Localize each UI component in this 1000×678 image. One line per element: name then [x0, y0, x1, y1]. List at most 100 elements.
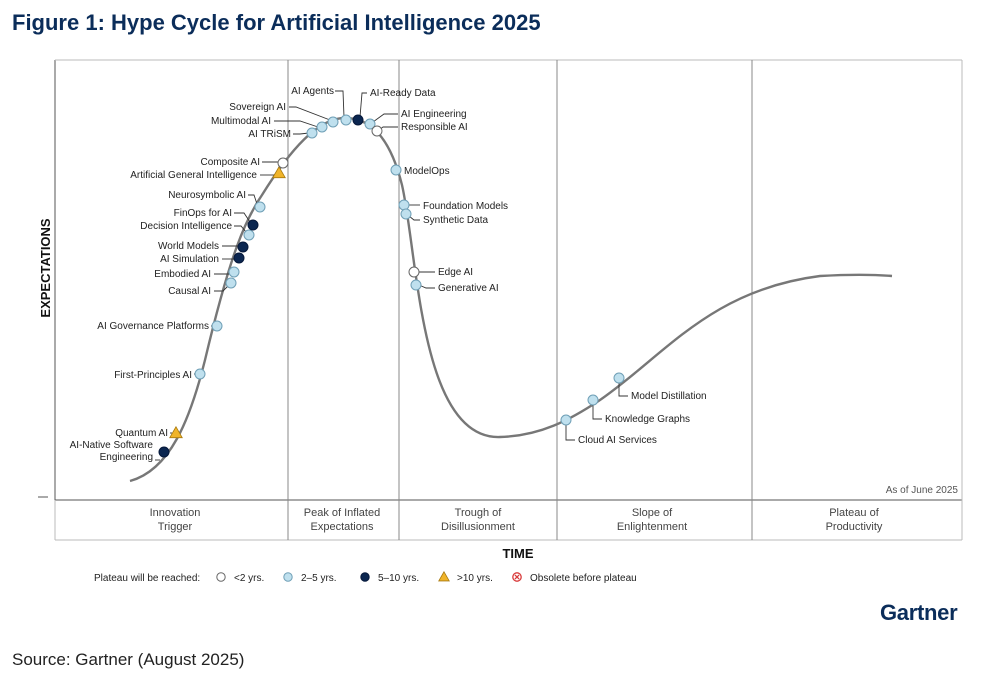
technology-item: AI Agents — [291, 86, 352, 126]
technology-label: AI Governance Platforms — [97, 321, 209, 332]
leader-line — [618, 381, 628, 397]
marker-2to5-circle — [400, 208, 412, 220]
legend-item: 5–10 yrs. — [360, 572, 419, 584]
technology-label: Knowledge Graphs — [605, 414, 690, 425]
technology-label: First-Principles AI — [114, 370, 192, 381]
technology-label: AI TRiSM — [248, 129, 291, 140]
phase-label-line2: Productivity — [826, 521, 883, 533]
marker-2to5-circle — [613, 372, 625, 384]
technology-item: Edge AI — [408, 266, 473, 278]
leader-line — [248, 194, 258, 205]
figure-title: Figure 1: Hype Cycle for Artificial Inte… — [12, 10, 541, 35]
technology-label: Multimodal AI — [211, 116, 271, 127]
technology-label: Decision Intelligence — [140, 221, 232, 232]
technology-label: Responsible AI — [401, 122, 468, 133]
legend-label: >10 yrs. — [457, 573, 493, 584]
leader-line — [274, 120, 319, 128]
technology-item: Model Distillation — [613, 372, 707, 402]
marker-2to5-circle — [228, 266, 240, 278]
technology-item: AI Engineering — [364, 109, 467, 130]
technology-label: Composite AI — [201, 157, 260, 168]
source-note: Source: Gartner (August 2025) — [12, 650, 245, 669]
technology-label: Sovereign AI — [229, 102, 286, 113]
legend: Plateau will be reached: <2 yrs. 2–5 yrs.… — [94, 570, 637, 584]
marker-gt10-triangle — [272, 165, 286, 179]
marker-2to5-circle — [390, 164, 402, 176]
marker-gt10-triangle — [169, 425, 183, 439]
phase-label-line1: Slope of — [632, 507, 673, 519]
legend-item: <2 yrs. — [216, 572, 264, 584]
marker-5to10-circle — [158, 446, 170, 458]
technology-item: World Models — [158, 241, 249, 253]
gartner-logo: Gartner — [880, 600, 958, 625]
technology-label-line2: Engineering — [100, 452, 153, 463]
technology-item: Sovereign AI — [229, 102, 339, 128]
leader-line — [408, 215, 420, 221]
technology-item: ModelOps — [390, 164, 450, 177]
legend-item: Obsolete before plateau — [512, 572, 637, 584]
technology-item: Neurosymbolic AI — [168, 190, 266, 213]
leader-line — [234, 212, 251, 223]
marker-lt2-circle — [216, 572, 226, 582]
phase-label-line1: Peak of Inflated — [304, 507, 380, 519]
leader-line — [289, 106, 331, 121]
technology-label: Neurosymbolic AI — [168, 190, 246, 201]
technology-label: Causal AI — [168, 286, 211, 297]
technology-item: First-Principles AI — [114, 368, 206, 381]
marker-2to5-circle — [225, 277, 237, 289]
marker-2to5-circle — [364, 118, 376, 130]
marker-2to5-circle — [560, 414, 572, 426]
phase-slope-of-enlightenment: Slope of Enlightenment — [617, 507, 687, 533]
technology-item: FinOps for AI — [174, 208, 259, 231]
legend-items: <2 yrs. 2–5 yrs. 5–10 yrs. >10 yrs. Obsolete… — [216, 570, 637, 584]
technology-item: Cloud AI Services — [560, 414, 657, 446]
phase-label-line2: Expectations — [311, 521, 374, 533]
technology-label: Quantum AI — [115, 428, 168, 439]
marker-lt2-circle — [371, 125, 383, 137]
leader-line — [214, 284, 230, 292]
marker-2to5-circle — [410, 279, 422, 291]
technology-label: Embodied AI — [154, 269, 211, 280]
technology-item: AI Simulation — [160, 252, 245, 265]
phase-plateau-of-productivity: Plateau of Productivity — [826, 507, 883, 533]
technology-label: AI-Ready Data — [370, 88, 436, 99]
technology-item: Multimodal AI — [211, 116, 328, 133]
marker-2to5-circle — [254, 201, 266, 213]
marker-2to5-circle — [243, 229, 255, 241]
phase-label-line1: Innovation — [150, 507, 201, 519]
technology-label: AI Simulation — [160, 254, 219, 265]
phase-label-line1: Trough of — [455, 507, 503, 519]
hype-cycle-diagram: EXPECTATIONS TIME As of June 2025 Innova… — [38, 59, 963, 584]
marker-2to5-circle — [587, 394, 599, 406]
marker-obsolete-icon — [512, 572, 522, 582]
phase-label-line2: Disillusionment — [441, 521, 515, 533]
technology-label: Generative AI — [438, 283, 499, 294]
technology-item: Synthetic Data — [400, 208, 488, 226]
technology-label: AI Engineering — [401, 109, 467, 120]
technology-label: ModelOps — [404, 166, 450, 177]
technology-item: Foundation Models — [398, 199, 508, 212]
as-of-date: As of June 2025 — [886, 485, 959, 496]
legend-label: 2–5 yrs. — [301, 573, 337, 584]
marker-5to10-circle — [360, 572, 370, 582]
marker-lt2-circle — [408, 266, 420, 278]
phase-trough-of-disillusionment: Trough of Disillusionment — [441, 507, 515, 533]
technology-item: AI-Ready Data — [352, 88, 436, 126]
technology-item: Knowledge Graphs — [587, 394, 690, 425]
technology-item: AI Governance Platforms — [97, 320, 223, 332]
marker-2to5-circle — [283, 572, 293, 582]
phase-innovation-trigger: Innovation Trigger — [150, 507, 201, 533]
leader-line — [565, 423, 575, 441]
technology-label: AI Agents — [291, 86, 334, 97]
phase-label-line2: Enlightenment — [617, 521, 687, 533]
technology-item: Composite AI — [201, 157, 289, 169]
marker-2to5-circle — [327, 116, 339, 128]
marker-5to10-circle — [352, 114, 364, 126]
technology-item: Generative AI — [410, 279, 499, 294]
marker-2to5-circle — [340, 114, 352, 126]
phase-label-line1: Plateau of — [829, 507, 879, 519]
marker-5to10-circle — [247, 219, 259, 231]
phase-peak-of-inflated-expectations: Peak of Inflated Expectations — [304, 507, 380, 533]
marker-5to10-circle — [237, 241, 249, 253]
